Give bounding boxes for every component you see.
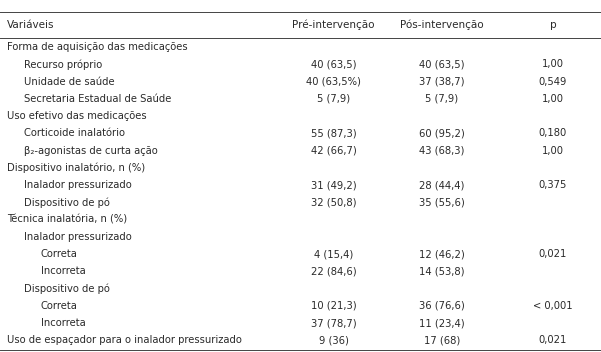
Text: 36 (76,6): 36 (76,6)	[419, 301, 465, 311]
Text: Uso efetivo das medicações: Uso efetivo das medicações	[7, 111, 147, 121]
Text: 28 (44,4): 28 (44,4)	[419, 180, 465, 190]
Text: Recurso próprio: Recurso próprio	[24, 59, 102, 70]
Text: 43 (68,3): 43 (68,3)	[419, 146, 465, 156]
Text: Correta: Correta	[41, 249, 78, 259]
Text: Forma de aquisição das medicações: Forma de aquisição das medicações	[7, 42, 188, 52]
Text: 0,021: 0,021	[538, 335, 567, 345]
Text: Unidade de saúde: Unidade de saúde	[24, 77, 115, 87]
Text: 31 (49,2): 31 (49,2)	[311, 180, 356, 190]
Text: 40 (63,5): 40 (63,5)	[311, 59, 356, 69]
Text: p: p	[549, 20, 557, 30]
Text: 5 (7,9): 5 (7,9)	[425, 94, 459, 104]
Text: 42 (66,7): 42 (66,7)	[311, 146, 356, 156]
Text: 40 (63,5): 40 (63,5)	[419, 59, 465, 69]
Text: 37 (78,7): 37 (78,7)	[311, 318, 356, 328]
Text: 32 (50,8): 32 (50,8)	[311, 197, 356, 207]
Text: Incorreta: Incorreta	[41, 266, 85, 276]
Text: 55 (87,3): 55 (87,3)	[311, 128, 356, 138]
Text: Técnica inalatória, n (%): Técnica inalatória, n (%)	[7, 215, 127, 225]
Text: 0,549: 0,549	[538, 77, 567, 87]
Text: 1,00: 1,00	[542, 146, 564, 156]
Text: 9 (36): 9 (36)	[319, 335, 349, 345]
Text: 4 (15,4): 4 (15,4)	[314, 249, 353, 259]
Text: Corticoide inalatório: Corticoide inalatório	[24, 128, 125, 138]
Text: 60 (95,2): 60 (95,2)	[419, 128, 465, 138]
Text: Pós-intervenção: Pós-intervenção	[400, 20, 484, 30]
Text: Pré-intervenção: Pré-intervenção	[292, 20, 375, 30]
Text: 12 (46,2): 12 (46,2)	[419, 249, 465, 259]
Text: Secretaria Estadual de Saúde: Secretaria Estadual de Saúde	[24, 94, 171, 104]
Text: Dispositivo inalatório, n (%): Dispositivo inalatório, n (%)	[7, 163, 145, 173]
Text: Dispositivo de pó: Dispositivo de pó	[24, 197, 110, 208]
Text: 0,375: 0,375	[538, 180, 567, 190]
Text: Inalador pressurizado: Inalador pressurizado	[24, 180, 132, 190]
Text: 37 (38,7): 37 (38,7)	[419, 77, 465, 87]
Text: 35 (55,6): 35 (55,6)	[419, 197, 465, 207]
Text: Incorreta: Incorreta	[41, 318, 85, 328]
Text: 22 (84,6): 22 (84,6)	[311, 266, 356, 276]
Text: Uso de espaçador para o inalador pressurizado: Uso de espaçador para o inalador pressur…	[7, 335, 242, 345]
Text: 5 (7,9): 5 (7,9)	[317, 94, 350, 104]
Text: 11 (23,4): 11 (23,4)	[419, 318, 465, 328]
Text: < 0,001: < 0,001	[533, 301, 573, 311]
Text: Correta: Correta	[41, 301, 78, 311]
Text: 14 (53,8): 14 (53,8)	[419, 266, 465, 276]
Text: 1,00: 1,00	[542, 94, 564, 104]
Text: Inalador pressurizado: Inalador pressurizado	[24, 232, 132, 242]
Text: 1,00: 1,00	[542, 59, 564, 69]
Text: 17 (68): 17 (68)	[424, 335, 460, 345]
Text: Dispositivo de pó: Dispositivo de pó	[24, 283, 110, 294]
Text: β₂-agonistas de curta ação: β₂-agonistas de curta ação	[24, 146, 158, 156]
Text: 0,180: 0,180	[538, 128, 567, 138]
Text: 40 (63,5%): 40 (63,5%)	[306, 77, 361, 87]
Text: 10 (21,3): 10 (21,3)	[311, 301, 356, 311]
Text: 0,021: 0,021	[538, 249, 567, 259]
Text: Variáveis: Variáveis	[7, 20, 55, 30]
